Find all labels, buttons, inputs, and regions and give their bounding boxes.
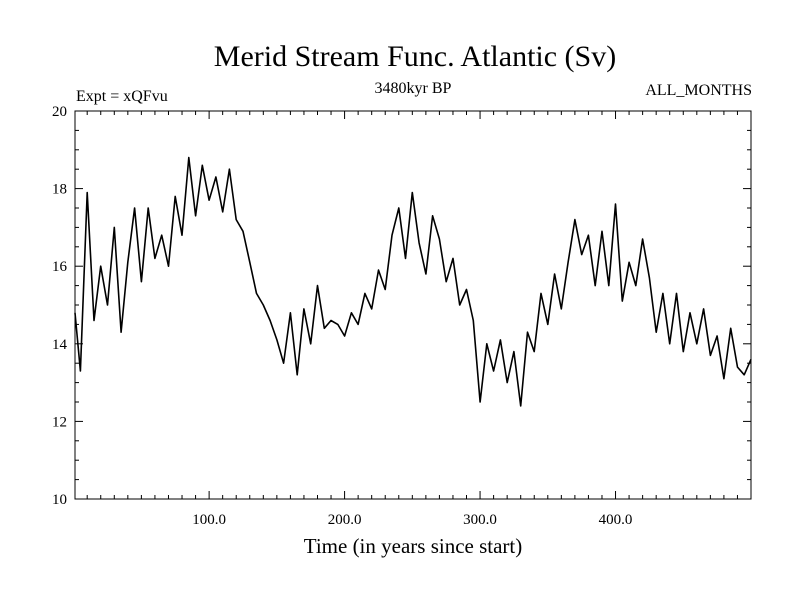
x-tick-label: 400.0	[599, 512, 633, 528]
axis-ticks	[75, 110, 751, 500]
months-label: ALL_MONTHS	[645, 82, 752, 99]
experiment-label: Expt = xQFvu	[76, 88, 168, 105]
y-tick-label: 18	[52, 182, 67, 198]
x-tick-label: 200.0	[328, 512, 362, 528]
y-tick-label: 14	[52, 337, 68, 353]
x-axis-title: Time (in years since start)	[304, 534, 523, 558]
x-tick-label: 300.0	[463, 512, 497, 528]
plot-frame	[74, 110, 752, 500]
chart-title: Merid Stream Func. Atlantic (Sv)	[214, 40, 616, 73]
y-tick-label: 20	[52, 104, 67, 120]
period-label: 3480kyr BP	[375, 80, 452, 97]
y-tick-label: 12	[52, 414, 67, 430]
x-axis-tick-labels: 100.0 200.0 300.0 400.0	[192, 512, 632, 528]
data-series-line	[74, 156, 752, 407]
y-tick-label: 16	[52, 259, 68, 275]
y-tick-label: 10	[52, 492, 67, 508]
x-tick-label: 100.0	[192, 512, 226, 528]
y-axis-tick-labels: 10 12 14 16 18 20	[52, 104, 68, 508]
